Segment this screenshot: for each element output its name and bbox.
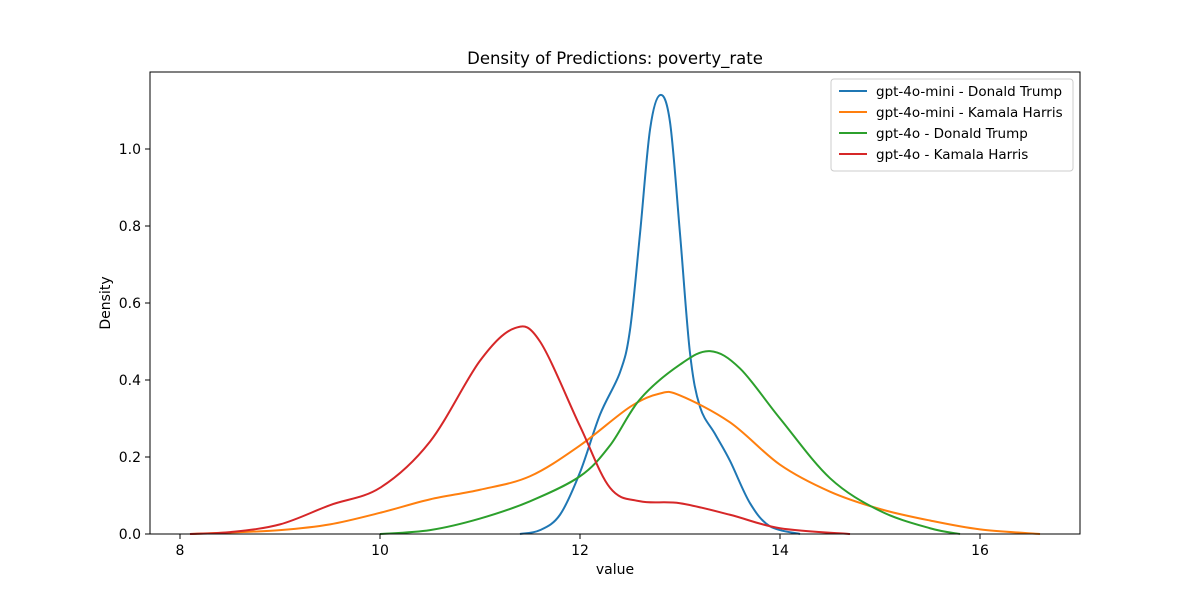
- x-tick-label: 12: [571, 543, 589, 559]
- legend-box: [830, 78, 1074, 172]
- legend: gpt-4o-mini - Donald Trump gpt-4o-mini - …: [830, 78, 1074, 172]
- chart-title: Density of Predictions: poverty_rate: [467, 49, 763, 69]
- x-axis-label: value: [596, 562, 634, 578]
- y-tick-label: 0.4: [119, 373, 141, 389]
- series-line-0: [519, 93, 801, 535]
- legend-label-3: gpt-4o - Kamala Harris: [876, 147, 1028, 163]
- legend-label-0: gpt-4o-mini - Donald Trump: [876, 84, 1062, 100]
- x-tick-label: 16: [971, 543, 989, 559]
- legend-label-2: gpt-4o - Donald Trump: [876, 126, 1028, 142]
- y-tick-label: 0.2: [119, 450, 141, 466]
- x-tick-label: 10: [371, 543, 389, 559]
- y-axis-label: Density: [98, 276, 114, 329]
- series-line-1: [189, 390, 1041, 535]
- x-axis: 8 10 12 14 16: [176, 534, 989, 559]
- series-line-3: [189, 325, 851, 535]
- x-tick-label: 14: [771, 543, 789, 559]
- legend-label-1: gpt-4o-mini - Kamala Harris: [876, 105, 1063, 121]
- series-line-2: [379, 350, 961, 535]
- y-tick-label: 0.0: [119, 527, 141, 543]
- y-tick-label: 1.0: [119, 142, 141, 158]
- y-tick-label: 0.6: [119, 296, 141, 312]
- series-curves: [189, 93, 1041, 535]
- y-tick-label: 0.8: [119, 219, 141, 235]
- x-tick-label: 8: [176, 543, 185, 559]
- y-axis: 0.0 0.2 0.4 0.6 0.8 1.0: [119, 142, 150, 543]
